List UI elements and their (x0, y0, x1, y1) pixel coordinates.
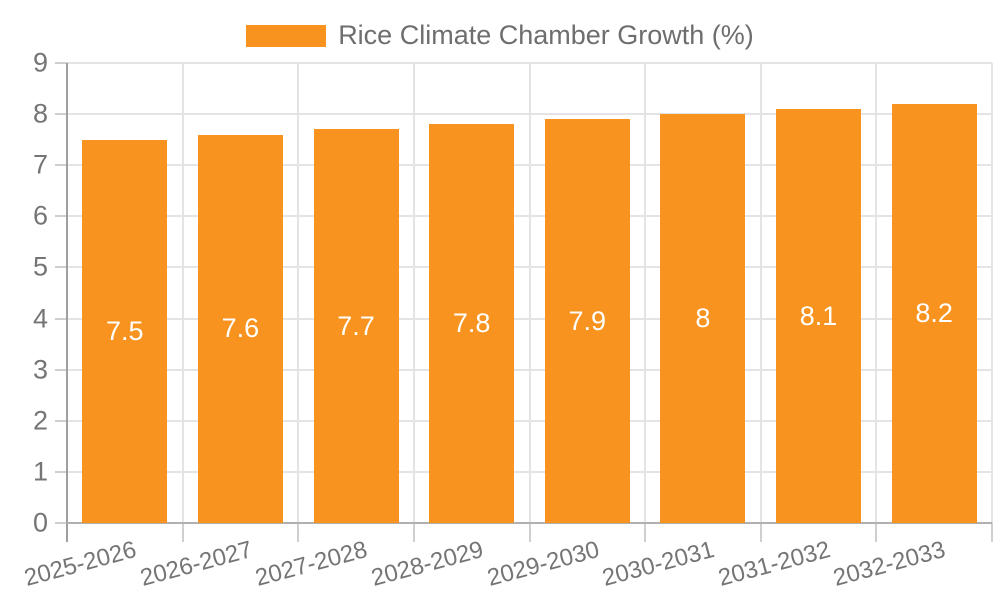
bar-value-label: 7.5 (106, 315, 144, 346)
x-tick-mark (297, 523, 300, 542)
legend-swatch (246, 24, 327, 47)
bar-2032-2033[interactable]: 8.2 (891, 103, 977, 523)
x-axis-category-label: 2025-2026 (21, 536, 140, 592)
x-axis-line (67, 522, 992, 524)
x-axis-category-label: 2027-2028 (252, 536, 371, 592)
y-axis-tick-label: 6 (32, 200, 48, 231)
x-axis-category-label: 2028-2029 (368, 536, 487, 592)
y-tick-mark (55, 522, 67, 524)
x-tick-mark (181, 523, 184, 542)
y-axis-tick-label: 0 (32, 507, 48, 538)
x-axis-category-label: 2032-2033 (830, 536, 949, 592)
x-tick-mark (528, 523, 531, 542)
bar-value-label: 7.7 (337, 310, 375, 341)
bar-value-label: 7.6 (221, 313, 260, 344)
legend-label: Rice Climate Chamber Growth (%) (338, 20, 754, 50)
bar-2030-2031[interactable]: 8 (660, 114, 746, 523)
x-gridline (644, 63, 647, 523)
x-gridline (875, 63, 878, 523)
x-tick-mark (412, 523, 415, 542)
bar-value-label: 8.1 (799, 300, 838, 331)
x-axis-category-label: 2026-2027 (137, 536, 255, 592)
y-tick-mark (55, 113, 67, 116)
x-tick-mark (991, 523, 993, 542)
x-axis-category-label: 2031-2032 (715, 536, 834, 592)
x-axis-category-label: 2029-2030 (483, 536, 602, 592)
bar-value-label: 8 (695, 303, 711, 334)
bar-2031-2032[interactable]: 8.1 (776, 109, 862, 523)
y-tick-mark (55, 368, 67, 371)
x-tick-mark (875, 523, 878, 542)
bar-2028-2029[interactable]: 7.8 (429, 124, 515, 523)
y-tick-mark (55, 266, 67, 269)
bar-value-label: 7.9 (568, 305, 607, 336)
y-tick-mark (55, 317, 67, 320)
y-tick-mark (55, 470, 67, 473)
y-tick-mark (55, 164, 67, 167)
x-tick-mark (759, 523, 762, 542)
x-gridline (297, 63, 300, 523)
y-tick-mark (55, 419, 67, 422)
bar-value-label: 8.2 (915, 297, 953, 328)
x-gridline (181, 63, 184, 523)
x-axis-category-label: 2030-2031 (599, 536, 718, 592)
y-axis-tick-label: 1 (32, 456, 48, 487)
y-tick-mark (55, 62, 67, 64)
y-tick-mark (55, 215, 67, 218)
x-gridline (759, 63, 762, 523)
legend: Rice Climate Chamber Growth (%) (0, 22, 1000, 49)
y-axis-tick-label: 2 (32, 405, 48, 436)
bar-2027-2028[interactable]: 7.7 (313, 129, 399, 523)
y-axis-tick-label: 7 (32, 149, 48, 180)
y-axis-tick-label: 3 (32, 354, 48, 385)
y-axis-tick-label: 4 (32, 303, 48, 334)
x-tick-mark (644, 523, 647, 542)
bar-value-label: 7.8 (452, 308, 491, 339)
y-axis-tick-label: 8 (32, 98, 48, 129)
x-gridline (991, 63, 993, 523)
x-gridline (412, 63, 415, 523)
bar-2029-2030[interactable]: 7.9 (544, 119, 630, 523)
bar-2026-2027[interactable]: 7.6 (197, 134, 283, 523)
y-axis-tick-label: 9 (32, 47, 48, 78)
y-axis-line (66, 63, 68, 542)
x-gridline (528, 63, 531, 523)
bar-2025-2026[interactable]: 7.5 (82, 139, 168, 523)
y-axis-tick-label: 5 (32, 251, 48, 282)
